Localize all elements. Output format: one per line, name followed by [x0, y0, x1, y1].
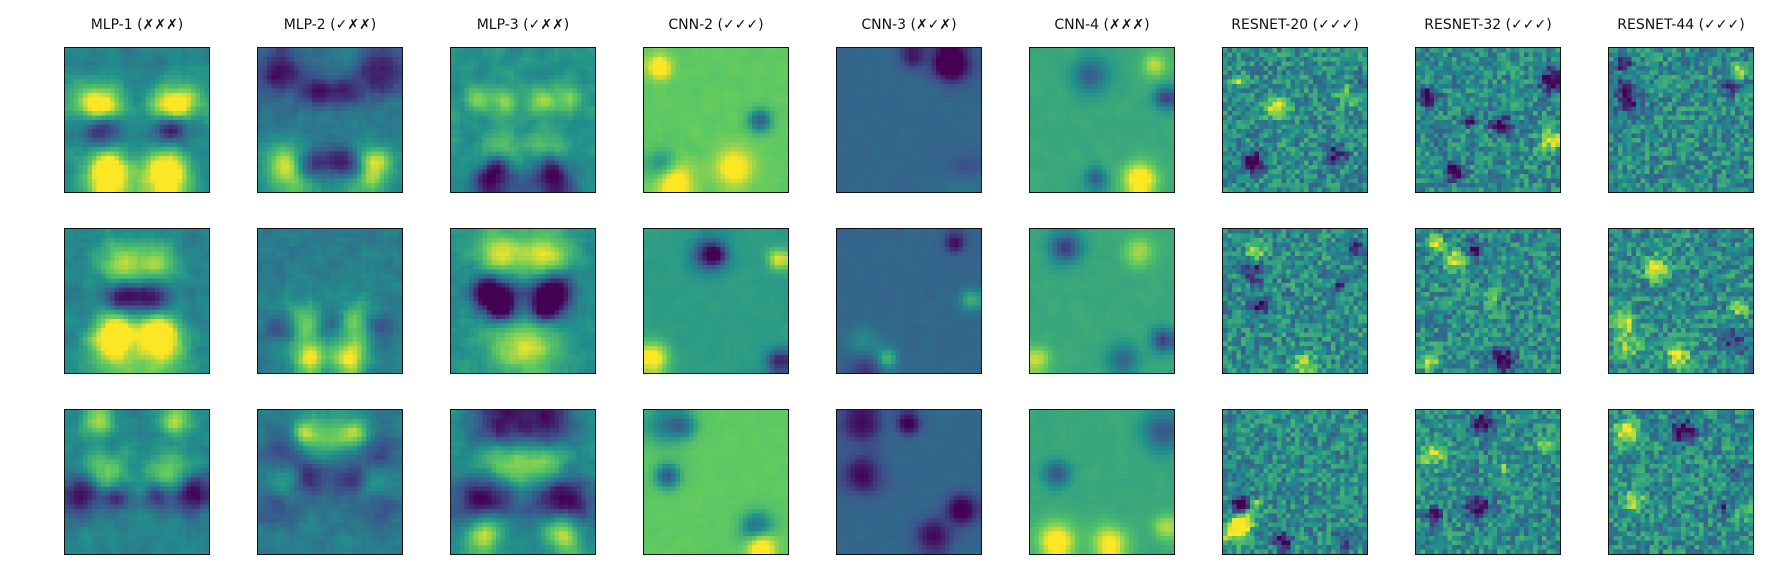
- heatmap-image: [258, 410, 402, 554]
- heatmap-panel: [643, 228, 789, 374]
- heatmap-panel: [1029, 409, 1175, 555]
- heatmap-image: [65, 229, 209, 373]
- heatmap-panel: [1415, 47, 1561, 193]
- heatmap-image: [1223, 410, 1367, 554]
- heatmap-panel: [1608, 409, 1754, 555]
- heatmap-panel: [1415, 228, 1561, 374]
- heatmap-panel: [257, 47, 403, 193]
- heatmap-image: [1609, 48, 1753, 192]
- heatmap-image: [1416, 48, 1560, 192]
- heatmap-image: [1609, 410, 1753, 554]
- column-title: MLP-1 (✗✗✗): [90, 17, 184, 33]
- heatmap-panel: [1222, 47, 1368, 193]
- heatmap-panel: [450, 409, 596, 555]
- heatmap-panel: [1415, 409, 1561, 555]
- heatmap-panel: [1029, 228, 1175, 374]
- heatmap-image: [644, 410, 788, 554]
- heatmap-image: [258, 48, 402, 192]
- heatmap-panel: [257, 228, 403, 374]
- heatmap-image: [1030, 48, 1174, 192]
- heatmap-panel: [64, 47, 210, 193]
- heatmap-image: [1030, 410, 1174, 554]
- heatmap-image: [837, 229, 981, 373]
- column-title: RESNET-20 (✓✓✓): [1231, 17, 1359, 33]
- column-title: CNN-2 (✓✓✓): [668, 17, 764, 33]
- heatmap-panel: [1608, 47, 1754, 193]
- heatmap-panel: [1608, 228, 1754, 374]
- heatmap-image: [1416, 229, 1560, 373]
- heatmap-image: [1416, 410, 1560, 554]
- heatmap-panel: [836, 228, 982, 374]
- heatmap-image: [451, 48, 595, 192]
- column-title: CNN-3 (✗✓✗): [861, 17, 957, 33]
- column-title: RESNET-32 (✓✓✓): [1424, 17, 1552, 33]
- column-title: RESNET-44 (✓✓✓): [1617, 17, 1745, 33]
- heatmap-panel: [643, 47, 789, 193]
- heatmap-panel: [257, 409, 403, 555]
- heatmap-image: [65, 410, 209, 554]
- heatmap-panel: [836, 47, 982, 193]
- column-title: MLP-2 (✓✗✗): [283, 17, 377, 33]
- heatmap-panel: [450, 47, 596, 193]
- heatmap-panel: [64, 409, 210, 555]
- heatmap-panel: [1222, 228, 1368, 374]
- heatmap-image: [644, 229, 788, 373]
- heatmap-panel: [450, 228, 596, 374]
- heatmap-image: [644, 48, 788, 192]
- heatmap-panel: [1222, 409, 1368, 555]
- heatmap-image: [837, 410, 981, 554]
- heatmap-image: [258, 229, 402, 373]
- heatmap-panel: [643, 409, 789, 555]
- heatmap-image: [837, 48, 981, 192]
- heatmap-image: [65, 48, 209, 192]
- heatmap-image: [451, 410, 595, 554]
- heatmap-panel: [1029, 47, 1175, 193]
- heatmap-image: [1223, 229, 1367, 373]
- heatmap-image: [1609, 229, 1753, 373]
- column-title: MLP-3 (✓✗✗): [476, 17, 570, 33]
- heatmap-image: [1030, 229, 1174, 373]
- column-title: CNN-4 (✗✗✗): [1054, 17, 1150, 33]
- heatmap-panel: [836, 409, 982, 555]
- heatmap-image: [1223, 48, 1367, 192]
- heatmap-image: [451, 229, 595, 373]
- heatmap-panel: [64, 228, 210, 374]
